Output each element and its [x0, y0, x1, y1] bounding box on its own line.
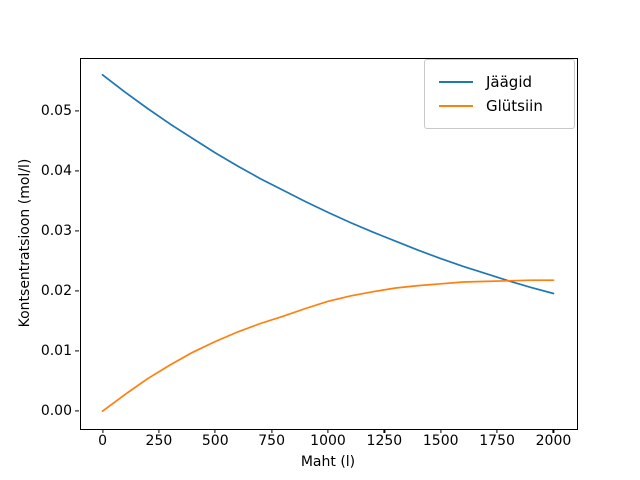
x-tick-label: 1000 — [310, 433, 346, 449]
y-tick-label: 0.00 — [40, 403, 72, 420]
y-tick-label: 0.03 — [40, 222, 72, 239]
y-tick-mark — [75, 110, 79, 112]
legend-item-jaagid: Jäägid — [439, 72, 566, 91]
y-tick-mark — [75, 170, 79, 172]
x-tick-mark — [440, 429, 442, 433]
x-tick-label: 1750 — [479, 433, 515, 449]
y-tick-mark — [75, 410, 79, 412]
y-tick-label: 0.01 — [40, 343, 72, 360]
x-tick-mark — [552, 429, 555, 433]
x-tick-label: 1250 — [366, 433, 403, 449]
x-tick-label: 1500 — [422, 433, 459, 449]
y-tick-label: 0.02 — [40, 283, 72, 300]
x-tick-label: 0 — [98, 433, 107, 449]
y-tick-label: 0.05 — [40, 102, 72, 119]
y-tick-mark — [75, 230, 79, 232]
x-tick-mark — [271, 429, 273, 433]
x-tick-mark — [158, 429, 160, 433]
y-tick-mark — [75, 290, 79, 292]
x-tick-label: 250 — [145, 433, 173, 449]
legend: Jäägid Glütsiin — [424, 59, 575, 129]
legend-line-sample-jaagid — [439, 81, 473, 83]
x-axis-label: Maht (l) — [300, 454, 356, 470]
legend-line-sample-glutsiin — [439, 105, 473, 107]
plot-canvas — [101, 73, 555, 413]
series-line-0 — [101, 73, 555, 295]
legend-label-glutsiin: Glütsiin — [486, 96, 543, 115]
x-tick-label: 500 — [201, 433, 229, 449]
series-line-1 — [101, 279, 555, 413]
x-tick-mark — [383, 429, 385, 433]
y-tick-mark — [75, 350, 79, 352]
x-tick-mark — [496, 429, 498, 433]
x-tick-mark — [327, 429, 329, 433]
x-tick-mark — [101, 429, 104, 433]
y-tick-label: 0.04 — [40, 162, 72, 179]
x-tick-mark — [214, 429, 216, 433]
x-tick-label: 2000 — [535, 433, 572, 449]
legend-item-glutsiin: Glütsiin — [439, 96, 566, 115]
y-axis-label: Kontsentratsioon (mol/l) — [17, 158, 33, 328]
legend-label-jaagid: Jäägid — [486, 72, 533, 91]
x-tick-label: 750 — [258, 433, 285, 449]
